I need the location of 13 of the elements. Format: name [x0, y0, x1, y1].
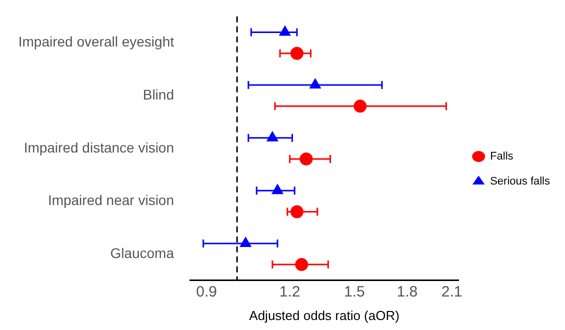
x-tick-label: 1.5 [344, 284, 365, 301]
y-tick-label: Impaired near vision [48, 192, 174, 208]
legend-label: Serious falls [490, 176, 550, 188]
x-tick-label: 2.1 [441, 284, 462, 301]
x-axis-title: Adjusted odds ratio (aOR) [249, 308, 400, 323]
legend-label: Falls [490, 150, 514, 163]
y-tick-label: Glaucoma [110, 244, 174, 261]
x-tick-label: 0.9 [196, 284, 217, 301]
y-tick-label: Impaired overall eyesight [18, 34, 174, 50]
x-tick-label: 1.8 [396, 284, 418, 301]
y-tick-label: Impaired distance vision [24, 139, 174, 156]
x-tick-label: 1.2 [279, 284, 300, 301]
y-tick-label: Blind [142, 86, 174, 102]
